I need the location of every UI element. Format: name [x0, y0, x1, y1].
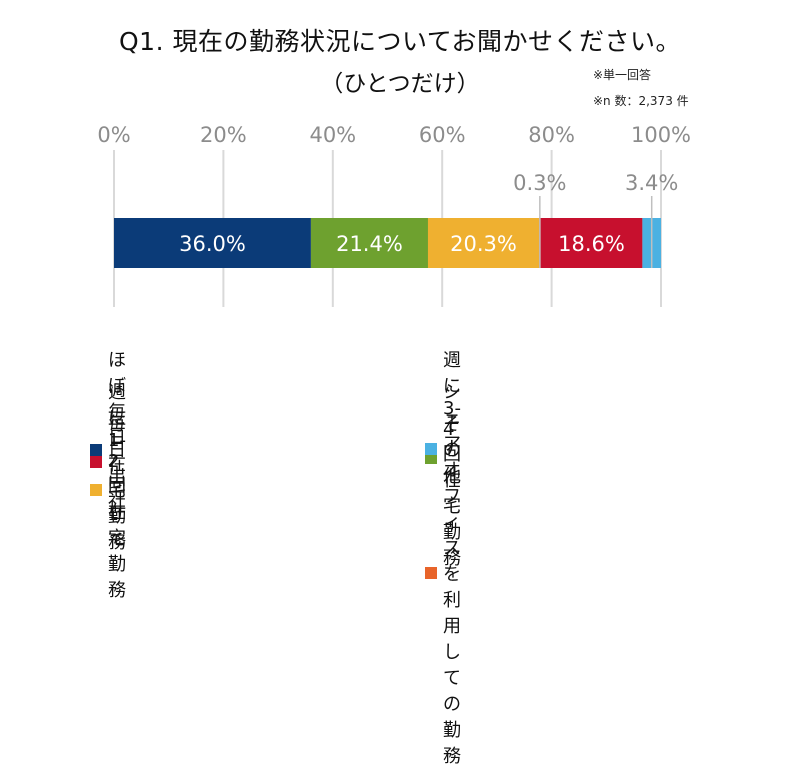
- bar-segment-5: [540, 218, 643, 268]
- callout-value-label: 0.3%: [513, 171, 566, 195]
- x-tick-label: 0%: [97, 123, 130, 147]
- x-tick-label: 40%: [309, 123, 356, 147]
- note-sample-size: ※n 数：2,373 件: [593, 94, 689, 108]
- bar-segment-3: [427, 218, 540, 268]
- legend-item: 毎日出社: [90, 410, 126, 514]
- x-tick-label: 20%: [200, 123, 247, 147]
- legend-swatch: [90, 456, 102, 468]
- x-tick-label: 80%: [528, 123, 575, 147]
- legend-item: その他: [425, 410, 461, 488]
- note-answer-type: ※単一回答: [593, 68, 652, 82]
- bar-value-label: 36.0%: [179, 232, 246, 256]
- chart-subtitle: （ひとつだけ）: [320, 71, 480, 97]
- callout-value-label: 3.4%: [625, 171, 678, 195]
- bar-segment-2: [310, 218, 428, 268]
- legend-label: その他: [443, 414, 461, 487]
- bar-value-label: 21.4%: [336, 232, 403, 256]
- legend-swatch: [425, 567, 437, 579]
- bar-value-label: 18.6%: [558, 232, 625, 256]
- bar-value-label: 20.3%: [450, 232, 517, 256]
- bar-segment-1: [114, 218, 311, 268]
- chart-title: Q1. 現在の勤務状況についてお聞かせください。: [119, 27, 681, 56]
- stacked-bar-chart: 0% 20% 40% 60% 80% 100% 36.0% 21.4% 20.3% 0.3% 18.…: [97, 123, 691, 307]
- legend-label: 毎日出社: [108, 414, 126, 513]
- x-tick-label: 100%: [631, 123, 691, 147]
- x-tick-label: 60%: [419, 123, 466, 147]
- legend-swatch: [425, 443, 437, 455]
